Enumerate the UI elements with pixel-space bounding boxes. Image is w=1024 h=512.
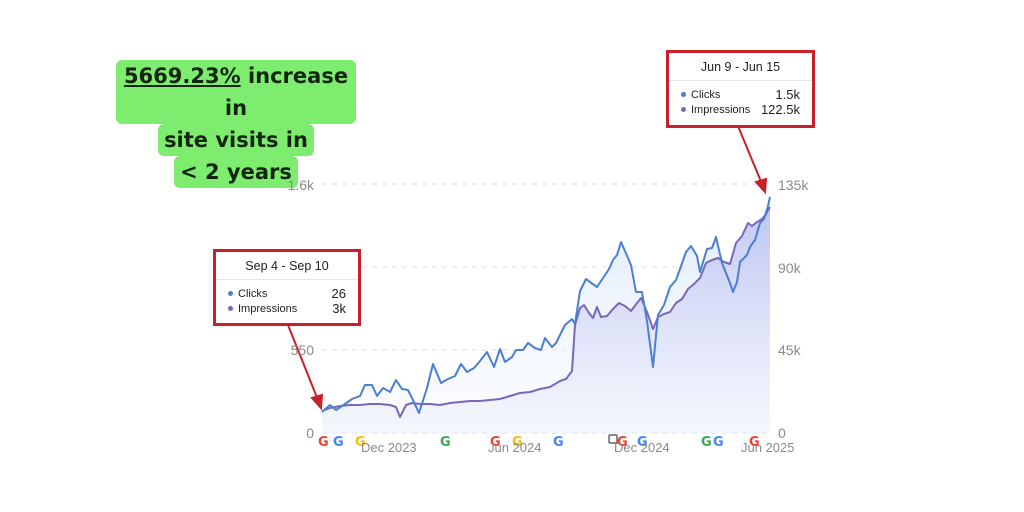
google-icon: G	[553, 435, 564, 450]
headline-line-1: 5669.23% increase in	[116, 60, 356, 124]
google-icon: G	[440, 435, 451, 450]
google-icon: G	[512, 435, 523, 450]
y-right-tick-135k: 135k	[778, 177, 809, 193]
tooltip-label: Impressions	[691, 103, 751, 116]
google-icon: G	[637, 435, 648, 450]
google-update-markers: G G G G G G G G G G G G	[318, 435, 760, 450]
tooltip-end: Jun 9 - Jun 15 Clicks 1.5k Impressions 1…	[666, 50, 815, 128]
tooltip-label: Clicks	[238, 287, 268, 300]
tooltip-value: 3k	[332, 301, 346, 316]
tooltip-label: Clicks	[691, 88, 721, 101]
tooltip-value: 26	[331, 286, 346, 301]
arrow-end-head	[754, 177, 768, 195]
annotation-note-icon	[608, 434, 618, 444]
google-icon: G	[490, 435, 501, 450]
tooltip-row-clicks: Clicks 26	[216, 286, 358, 301]
x-tick-jun-2024: Jun 2024	[488, 440, 542, 455]
google-icon: G	[617, 435, 628, 450]
impressions-area	[322, 207, 770, 433]
tooltip-date-range: Sep 4 - Sep 10	[216, 252, 358, 280]
annotation-arrows	[287, 125, 768, 411]
tooltip-row-impressions: Impressions 122.5k	[669, 102, 812, 117]
clicks-dot-icon	[681, 92, 686, 97]
arrow-end	[737, 125, 763, 185]
impressions-line	[321, 206, 771, 418]
headline-line-2: site visits in	[158, 124, 314, 156]
tooltip-date-range: Jun 9 - Jun 15	[669, 53, 812, 81]
headline-callout: 5669.23% increase in site visits in < 2 …	[116, 60, 356, 188]
tooltip-value: 122.5k	[760, 102, 800, 117]
tooltip-value: 1.5k	[775, 87, 800, 102]
google-icon: G	[318, 435, 329, 450]
google-icon: G	[701, 435, 712, 450]
increase-percent: 5669.23%	[123, 64, 241, 88]
impressions-dot-icon	[228, 306, 233, 311]
x-tick-jun-2025: Jun 2025	[741, 440, 795, 455]
arrow-start	[287, 324, 319, 401]
google-icon: G	[713, 435, 724, 450]
tooltip-label: Impressions	[238, 302, 298, 315]
headline-line-3: < 2 years	[174, 156, 298, 188]
google-icon: G	[355, 435, 366, 450]
y-left-tick-550: 550	[290, 342, 314, 358]
clicks-line	[321, 196, 771, 414]
tooltip-start: Sep 4 - Sep 10 Clicks 26 Impressions 3k	[213, 249, 361, 326]
google-icon: G	[749, 435, 760, 450]
y-left-tick-1.6k: 1.6k	[287, 177, 314, 193]
x-tick-dec-2023: Dec 2023	[361, 440, 417, 455]
y-right-tick-45k: 45k	[778, 342, 801, 358]
x-tick-dec-2024: Dec 2024	[614, 440, 670, 455]
headline-line-1-text: increase in	[224, 64, 349, 120]
google-icon: G	[333, 435, 344, 450]
impressions-dot-icon	[681, 107, 686, 112]
y-right-tick-90k: 90k	[778, 260, 801, 276]
tooltip-row-impressions: Impressions 3k	[216, 301, 358, 316]
arrow-start-head	[310, 393, 324, 411]
y-right-tick-0: 0	[778, 425, 786, 441]
clicks-dot-icon	[228, 291, 233, 296]
tooltip-row-clicks: Clicks 1.5k	[669, 87, 812, 102]
y-left-tick-0: 0	[306, 425, 314, 441]
